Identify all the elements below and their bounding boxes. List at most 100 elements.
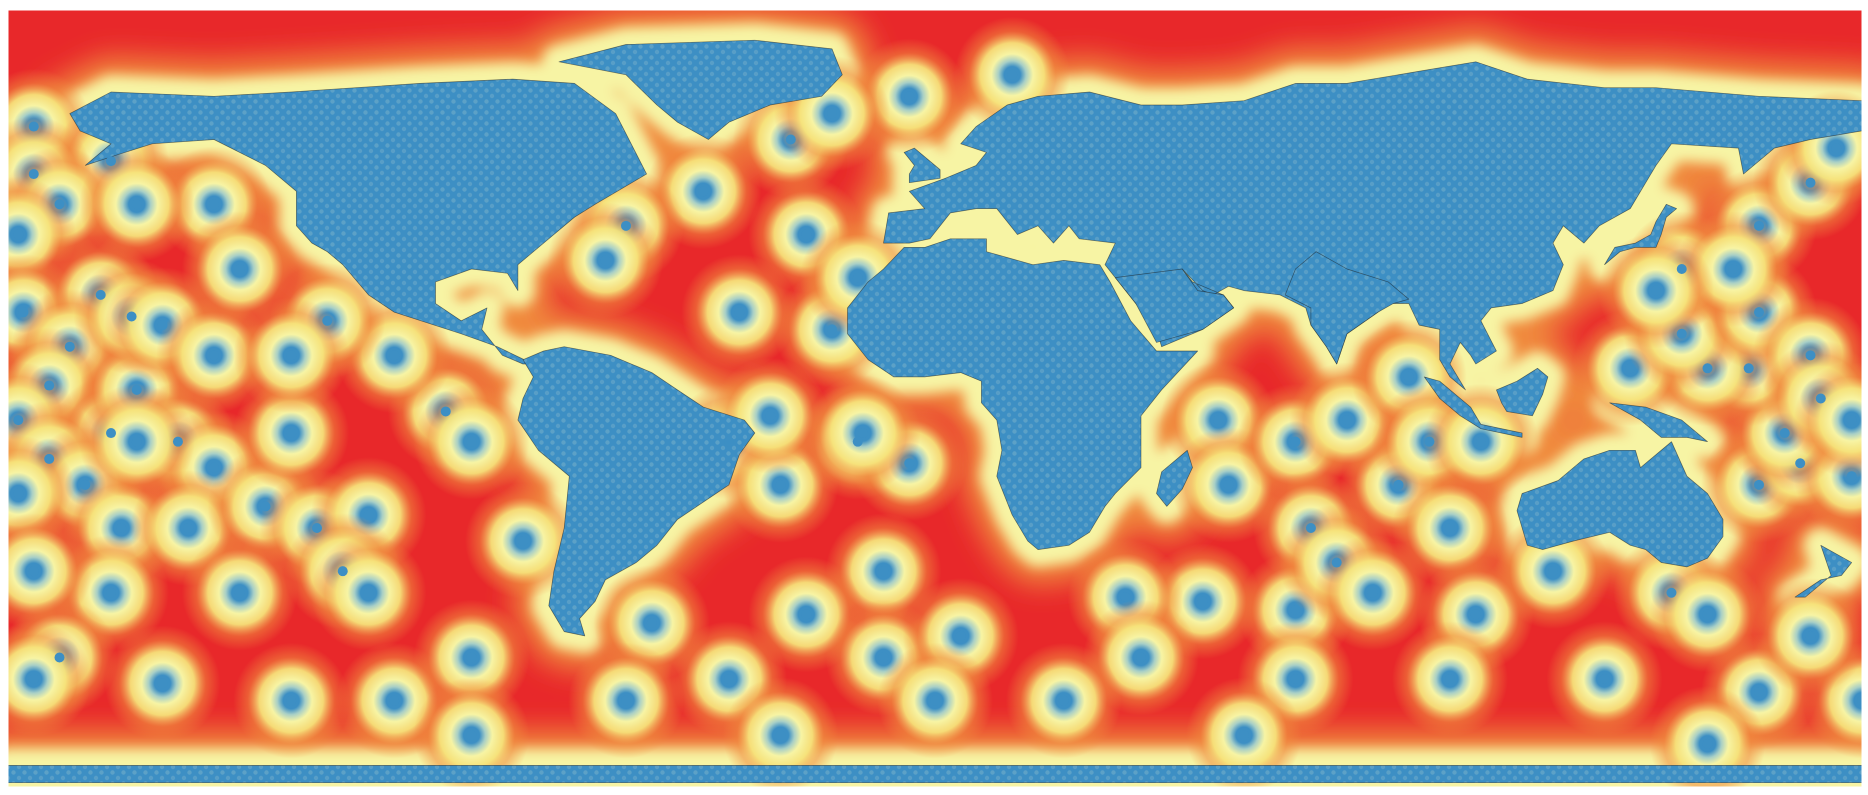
- point-core: [1702, 738, 1713, 749]
- point-core: [1470, 609, 1481, 620]
- point-core: [13, 229, 24, 240]
- point-core: [286, 428, 297, 439]
- point-core: [1743, 363, 1754, 374]
- point-core: [172, 436, 183, 447]
- point-halo: [8, 513, 92, 630]
- point-core: [1367, 587, 1378, 598]
- point-core: [1754, 687, 1764, 698]
- point-core: [852, 272, 863, 283]
- point-core: [131, 199, 142, 210]
- point-core: [209, 199, 219, 210]
- point-core: [904, 458, 915, 469]
- land-antarctica-strip: [8, 765, 1862, 784]
- point-core: [131, 384, 142, 395]
- point-core: [234, 587, 245, 598]
- point-core: [13, 488, 24, 499]
- point-core: [1290, 436, 1301, 447]
- point-core: [775, 479, 786, 490]
- point-core: [389, 350, 400, 361]
- point-core: [1007, 69, 1018, 80]
- point-core: [1625, 363, 1636, 374]
- point-core: [1424, 436, 1435, 447]
- point-core: [126, 311, 137, 322]
- land-japan: [1604, 203, 1677, 266]
- point-core: [1666, 587, 1677, 598]
- point-core: [1779, 428, 1790, 439]
- point-core: [18, 307, 29, 318]
- point-core: [1702, 363, 1713, 374]
- point-core: [1805, 350, 1816, 361]
- point-core: [955, 630, 966, 641]
- point-core: [466, 436, 477, 447]
- point-core: [1702, 609, 1713, 620]
- point-core: [765, 410, 776, 421]
- point-core: [1239, 730, 1249, 741]
- land-greenland: [558, 39, 843, 140]
- point-halo: [1649, 685, 1766, 787]
- point-core: [600, 255, 611, 266]
- point-core: [1136, 652, 1146, 663]
- point-core: [1223, 479, 1234, 490]
- point-core: [621, 695, 631, 706]
- point-core: [131, 436, 142, 447]
- point-core: [106, 156, 116, 167]
- point-core: [698, 186, 709, 197]
- map-border: [7, 9, 1863, 788]
- land-borneo: [1496, 367, 1549, 417]
- point-core: [1475, 436, 1486, 447]
- land-india: [1284, 251, 1410, 365]
- point-core: [157, 678, 168, 689]
- point-core: [1290, 605, 1301, 616]
- point-core: [1676, 328, 1687, 339]
- point-core: [64, 341, 75, 352]
- point-core: [440, 406, 451, 417]
- point-core: [734, 307, 745, 318]
- point-core: [28, 566, 39, 577]
- point-core: [312, 523, 322, 533]
- point-core: [801, 229, 812, 240]
- point-core: [466, 652, 477, 663]
- point-core: [878, 652, 889, 663]
- point-core: [13, 415, 24, 426]
- point-core: [621, 220, 631, 231]
- point-core: [1393, 479, 1404, 490]
- point-core: [724, 674, 734, 685]
- point-core: [106, 428, 116, 439]
- point-core: [28, 121, 39, 132]
- point-core: [904, 91, 915, 102]
- land-madagascar: [1156, 449, 1193, 507]
- point-core: [95, 289, 106, 300]
- point-core: [286, 695, 297, 706]
- point-core: [1445, 674, 1455, 685]
- land-new-zealand: [1794, 544, 1853, 598]
- point-core: [1754, 220, 1764, 231]
- point-core: [827, 324, 837, 335]
- point-core: [209, 462, 219, 473]
- point-core: [106, 587, 116, 598]
- point-core: [28, 674, 39, 685]
- point-core: [1548, 566, 1558, 577]
- point-core: [209, 350, 219, 361]
- point-core: [116, 523, 127, 533]
- point-core: [322, 315, 333, 326]
- point-core: [1846, 471, 1857, 482]
- point-core: [852, 436, 863, 447]
- point-core: [857, 428, 868, 439]
- point-core: [337, 566, 348, 577]
- point-core: [1846, 415, 1857, 426]
- point-core: [724, 436, 734, 447]
- point-core: [1058, 695, 1069, 706]
- point-core: [1676, 264, 1687, 274]
- point-core: [878, 566, 889, 577]
- point-core: [157, 320, 168, 331]
- point-core: [28, 169, 39, 180]
- point-core: [1857, 695, 1862, 706]
- point-core: [1831, 143, 1842, 154]
- point-core: [827, 108, 837, 119]
- point-core: [1754, 307, 1764, 318]
- point-core: [1795, 458, 1806, 469]
- land-sumatra-java: [1423, 376, 1523, 438]
- point-core: [54, 652, 65, 663]
- point-core: [1213, 415, 1224, 426]
- point-core: [775, 730, 786, 741]
